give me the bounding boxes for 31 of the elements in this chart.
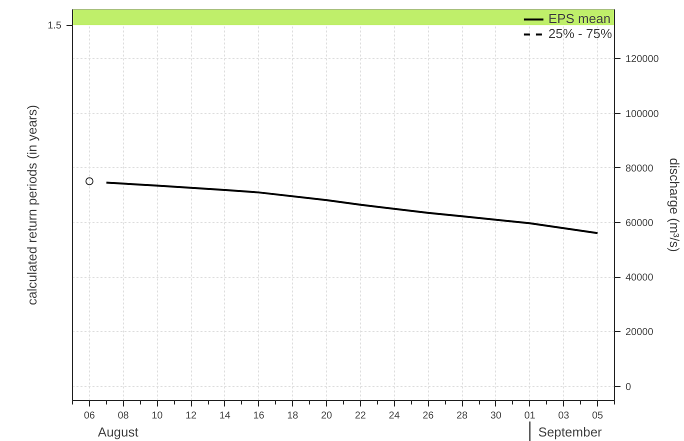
x-tick-label: 26	[422, 410, 434, 422]
y-axis-title: discharge (m³/s)	[666, 158, 682, 252]
x-tick-label: 06	[84, 410, 96, 422]
text: August	[98, 424, 139, 440]
band-label: 1.5	[48, 20, 62, 32]
x-tick-label: 05	[592, 410, 604, 422]
y-tick-label: 120000	[626, 54, 660, 66]
x-tick-label: 30	[490, 410, 502, 422]
y-tick-label: 0	[626, 382, 632, 393]
x-tick-label: 20	[321, 410, 333, 422]
x-tick-label: 08	[118, 410, 130, 422]
x-tick-label: 01	[524, 410, 536, 422]
x-tick-label: 03	[558, 410, 570, 422]
x-tick-label: 10	[152, 410, 164, 422]
line-series	[105, 182, 599, 234]
y-tick-label: 80000	[626, 163, 654, 174]
x-tick-label: 12	[186, 410, 198, 422]
y2-axis-title: calculated return periods (in years)	[24, 104, 40, 306]
x-tick-label: 16	[253, 410, 265, 422]
x-tick-label: 24	[388, 410, 400, 422]
x-tick-label: 14	[219, 410, 231, 422]
x-tick-label: 28	[456, 410, 468, 422]
x-tick-label: 22	[354, 410, 366, 422]
y-tick-label: 60000	[626, 218, 654, 229]
y-tick-label: 100000	[626, 108, 660, 120]
legend-label: EPS mean	[548, 11, 611, 26]
text: September	[538, 424, 603, 440]
x-tick-label: 18	[287, 410, 299, 422]
y-tick-label: 20000	[626, 327, 654, 338]
y-tick-label: 40000	[626, 272, 654, 284]
legend-label: 25% - 75%	[548, 26, 612, 41]
